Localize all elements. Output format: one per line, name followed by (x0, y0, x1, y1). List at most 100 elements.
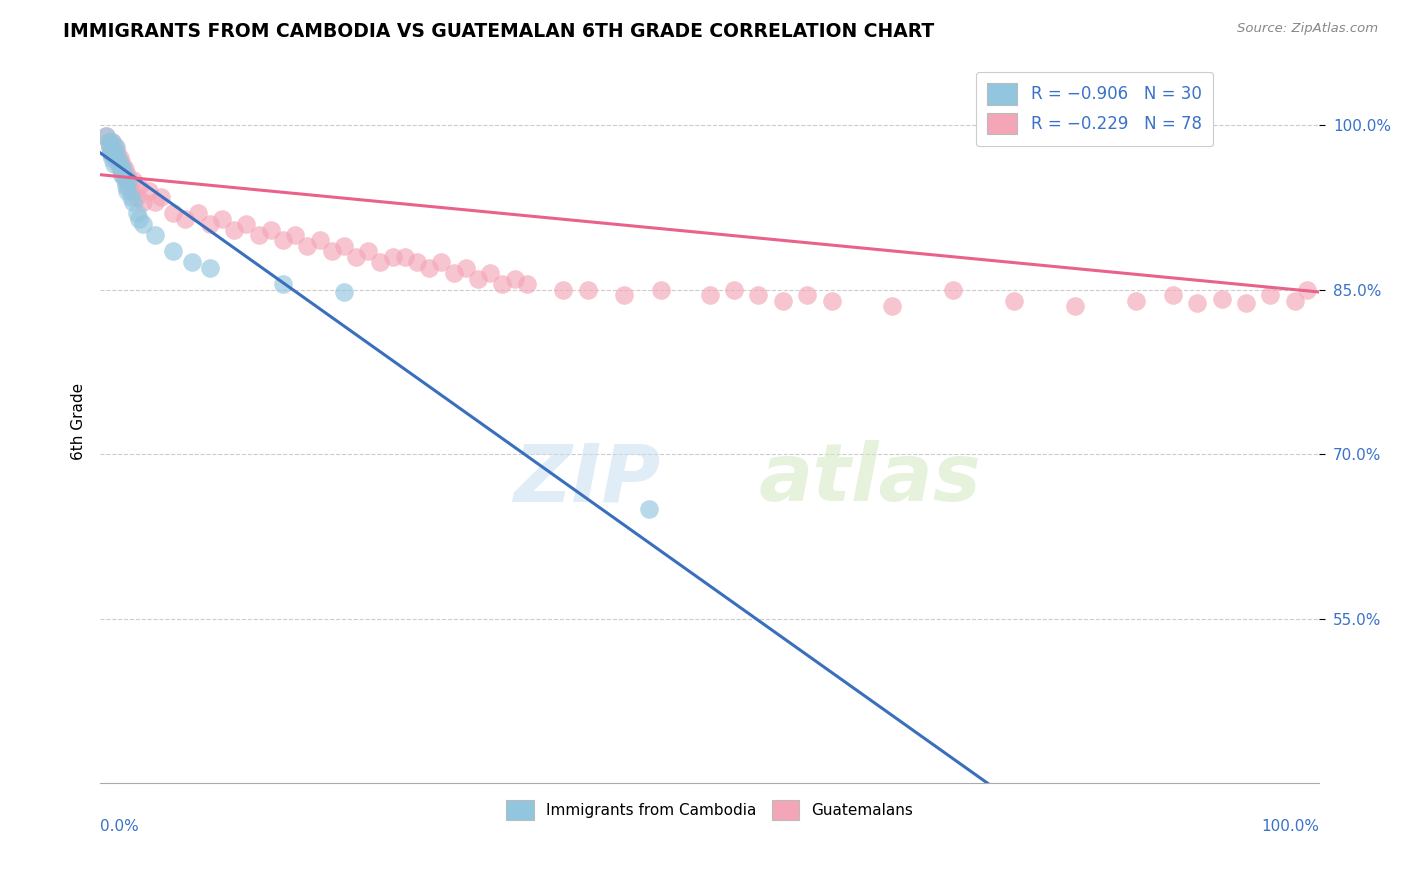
Point (180, 255, 202, 269)
Point (284, 227, 307, 242)
Point (1161, 288, 1184, 302)
Point (479, 266, 502, 280)
Point (297, 239, 319, 253)
Point (112, 162, 135, 177)
Point (96, 129, 118, 144)
Point (1296, 283, 1319, 297)
Point (101, 151, 124, 165)
Point (120, 189, 142, 203)
Point (1187, 296, 1209, 310)
Text: 100.0%: 100.0% (1261, 819, 1319, 834)
Point (344, 250, 367, 264)
Point (516, 277, 538, 292)
Point (333, 285, 356, 299)
Point (143, 195, 166, 210)
Point (394, 250, 416, 264)
Point (104, 140, 127, 154)
Point (942, 283, 965, 297)
Point (576, 283, 599, 297)
Point (98, 140, 121, 154)
Legend: Immigrants from Cambodia, Guatemalans: Immigrants from Cambodia, Guatemalans (501, 794, 920, 826)
Point (128, 211, 150, 226)
Point (100, 145, 122, 160)
Point (103, 145, 125, 160)
Y-axis label: 6th Grade: 6th Grade (72, 383, 86, 460)
Point (1234, 296, 1257, 310)
Point (333, 239, 356, 253)
Text: IMMIGRANTS FROM CAMBODIA VS GUATEMALAN 6TH GRADE CORRELATION CHART: IMMIGRANTS FROM CAMBODIA VS GUATEMALAN 6… (63, 22, 935, 41)
Point (882, 299, 904, 313)
Point (108, 151, 131, 165)
Point (1211, 292, 1233, 306)
Point (125, 206, 148, 220)
Point (138, 184, 160, 198)
Point (198, 217, 221, 231)
Point (97, 135, 120, 149)
Point (107, 151, 129, 165)
Point (1064, 299, 1087, 313)
Point (98, 140, 121, 154)
Point (454, 260, 477, 275)
Point (104, 145, 127, 160)
Point (772, 293, 794, 308)
Point (122, 173, 145, 187)
Point (111, 168, 134, 182)
Point (699, 288, 721, 302)
Point (187, 206, 209, 220)
Point (613, 288, 636, 302)
Point (114, 173, 136, 187)
Point (132, 217, 155, 231)
Point (117, 173, 139, 187)
Point (114, 162, 136, 177)
Point (162, 206, 184, 220)
Point (796, 288, 818, 302)
Point (308, 234, 330, 248)
Point (150, 189, 173, 203)
Point (637, 502, 659, 516)
Point (430, 255, 453, 269)
Point (247, 227, 270, 242)
Point (110, 162, 132, 177)
Point (443, 266, 465, 280)
Point (128, 178, 150, 193)
Point (381, 250, 404, 264)
Point (105, 145, 128, 160)
Point (101, 135, 124, 149)
Point (108, 157, 131, 171)
Point (820, 293, 842, 308)
Point (1125, 293, 1147, 308)
Text: 0.0%: 0.0% (100, 819, 139, 834)
Point (143, 227, 166, 242)
Point (114, 178, 136, 193)
Point (418, 260, 440, 275)
Point (111, 157, 134, 171)
Point (491, 277, 513, 292)
Point (107, 157, 129, 171)
Text: atlas: atlas (758, 441, 981, 518)
Point (96, 129, 118, 144)
Point (723, 283, 745, 297)
Point (174, 211, 197, 226)
Point (162, 244, 184, 259)
Point (115, 184, 138, 198)
Point (467, 272, 489, 286)
Point (132, 195, 155, 210)
Point (747, 288, 769, 302)
Point (198, 260, 221, 275)
Point (553, 283, 575, 297)
Point (100, 145, 122, 160)
Point (101, 135, 124, 149)
Point (260, 222, 283, 236)
Point (125, 189, 148, 203)
Point (1260, 288, 1282, 302)
Point (97, 135, 120, 149)
Point (650, 283, 672, 297)
Point (271, 234, 294, 248)
Point (110, 162, 132, 177)
Point (357, 244, 380, 259)
Point (115, 168, 138, 182)
Point (235, 217, 257, 231)
Point (1002, 293, 1025, 308)
Point (120, 184, 142, 198)
Point (104, 140, 127, 154)
